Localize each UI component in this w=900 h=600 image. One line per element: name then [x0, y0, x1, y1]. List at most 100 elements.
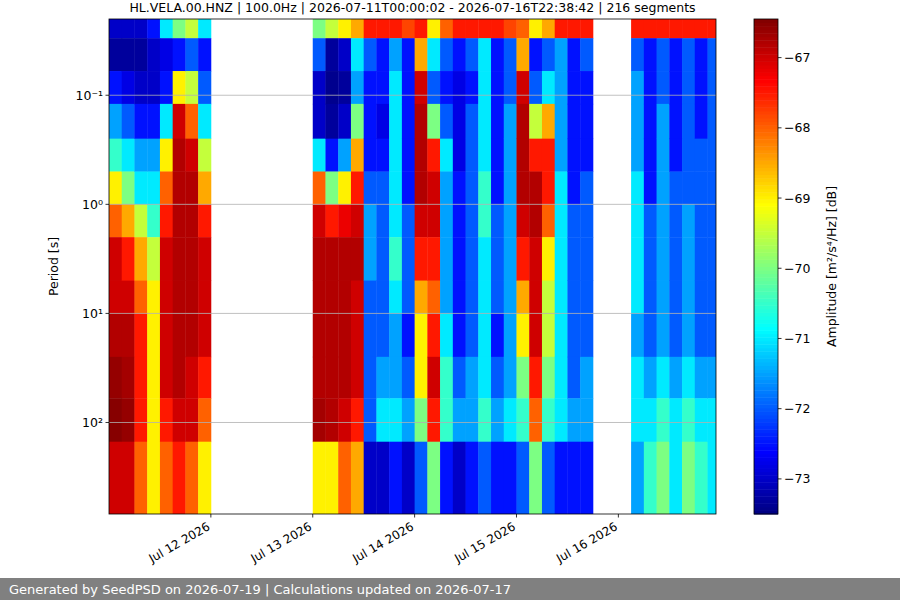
colorbar-step [754, 122, 778, 126]
cell [440, 204, 453, 237]
cell [453, 357, 466, 399]
colorbar-step [754, 411, 778, 415]
colorbar-step [754, 334, 778, 338]
cell [478, 281, 491, 314]
cell [644, 139, 657, 172]
y-axis-title: Period [s] [46, 237, 61, 296]
colorbar-step [754, 175, 778, 179]
cell [440, 38, 453, 71]
cell [504, 19, 517, 39]
cell [109, 204, 122, 237]
colorbar-step [754, 30, 778, 34]
colorbar-step [754, 217, 778, 221]
cell [708, 38, 716, 71]
cell [682, 104, 695, 139]
cell [109, 71, 122, 104]
cell [708, 139, 716, 172]
cell [134, 71, 147, 104]
cell [440, 71, 453, 104]
cell [147, 313, 160, 357]
cell [185, 71, 198, 104]
cell [567, 398, 580, 442]
cell [402, 38, 415, 71]
cell [466, 204, 479, 237]
cell [453, 442, 466, 514]
background [0, 0, 900, 600]
cell [351, 313, 364, 357]
cell [631, 281, 644, 314]
cell [708, 171, 716, 204]
cell [529, 398, 542, 442]
cell [669, 71, 682, 104]
colorbar-step [754, 72, 778, 76]
cell [415, 171, 428, 204]
cell [529, 313, 542, 357]
y-tick-label: 10² [82, 415, 103, 430]
colorbar-step [754, 454, 778, 458]
colorbar-step [754, 54, 778, 58]
cell [567, 442, 580, 514]
cell [555, 19, 568, 39]
cell [440, 357, 453, 399]
cell [682, 204, 695, 237]
cell [478, 139, 491, 172]
x-tick-label: Jul 16 2026 [553, 519, 620, 566]
cell [313, 237, 326, 281]
cell [185, 38, 198, 71]
colorbar-step [754, 44, 778, 48]
cell [542, 19, 555, 39]
cell [491, 104, 504, 139]
cell [542, 357, 555, 399]
cell [325, 19, 338, 39]
colorbar-step [754, 465, 778, 469]
cell [147, 357, 160, 399]
cell [402, 171, 415, 204]
cell [134, 442, 147, 514]
cell [364, 19, 377, 39]
colorbar-tick-label: −73 [784, 471, 810, 486]
colorbar-step [754, 288, 778, 292]
cell [160, 237, 173, 281]
cell [491, 237, 504, 281]
cell [504, 357, 517, 399]
x-tick-label: Jul 13 2026 [248, 519, 315, 566]
cell [376, 281, 389, 314]
cell [415, 281, 428, 314]
cell [325, 71, 338, 104]
colorbar-step [754, 157, 778, 161]
cell [198, 71, 211, 104]
colorbar-step [754, 65, 778, 69]
cell [440, 281, 453, 314]
colorbar-step [754, 168, 778, 172]
cell [325, 398, 338, 442]
cell [351, 19, 364, 39]
cell [504, 204, 517, 237]
colorbar-step [754, 125, 778, 129]
cell [185, 19, 198, 39]
cell [134, 398, 147, 442]
cell [478, 204, 491, 237]
colorbar-step [754, 489, 778, 493]
cell [402, 357, 415, 399]
cell [657, 71, 670, 104]
cell [644, 442, 657, 514]
cell [402, 104, 415, 139]
cell [542, 71, 555, 104]
cell [173, 19, 186, 39]
cell [453, 19, 466, 39]
cell [427, 139, 440, 172]
cell [491, 71, 504, 104]
cell [516, 139, 529, 172]
grid-line [109, 313, 716, 314]
cell [338, 357, 351, 399]
cell [695, 204, 708, 237]
cell [147, 398, 160, 442]
cell [669, 313, 682, 357]
cell [427, 442, 440, 514]
cell [134, 281, 147, 314]
cell [682, 171, 695, 204]
colorbar-step [754, 79, 778, 83]
cell [466, 237, 479, 281]
cell [122, 38, 135, 71]
cell [682, 313, 695, 357]
